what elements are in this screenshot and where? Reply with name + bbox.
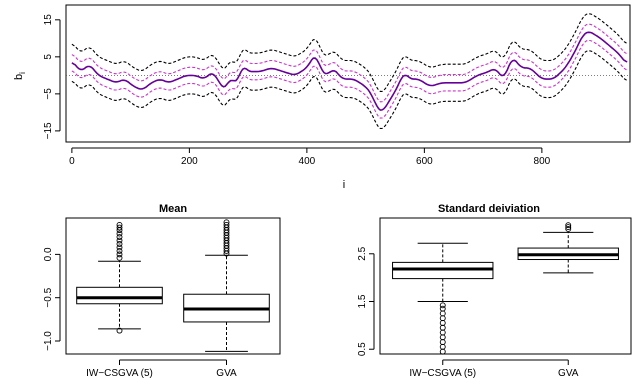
x-tick-label-4: 800	[534, 156, 551, 167]
line-chart-x-ticks: 0 200 400 600 800	[69, 147, 551, 167]
sd-x-tick-label-0: IW−CSGVA (5)	[409, 368, 476, 379]
mean-y-tick-label-1: −0.5	[43, 287, 54, 307]
line-chart-plot-frame	[65, 4, 631, 143]
line-chart-y-ticks: −15 −5 5 15	[43, 14, 61, 139]
x-tick-label-1: 200	[181, 156, 198, 167]
mean-outlier-0-0	[116, 254, 123, 261]
mean-box-1	[183, 219, 270, 352]
series-line-3	[71, 13, 628, 92]
mean-outlier-0-7	[116, 230, 123, 237]
x-tick-label-0: 0	[69, 156, 75, 167]
line-chart-y-axis-title: bi	[13, 72, 27, 80]
sd-y-tick-label-1: 1.5	[357, 294, 368, 308]
y-tick-label-2: 5	[43, 54, 54, 60]
sd-boxplot-content: 0.5 1.5 2.5 IW−CSGVA (5) GVA	[357, 222, 619, 379]
sd-y-tick-label-2: 2.5	[357, 246, 368, 260]
mean-outlier-0-11	[116, 327, 123, 334]
y-tick-label-1: −5	[43, 88, 54, 100]
y-tick-label-3: 15	[43, 14, 54, 26]
x-tick-label-3: 600	[416, 156, 433, 167]
mean-y-tick-label-0: 0.0	[43, 247, 54, 261]
line-chart-y-axis-title-subscript: i	[18, 72, 27, 74]
mean-box-0	[76, 221, 163, 334]
mean-outlier-0-5	[116, 237, 123, 244]
mean-outlier-1-12	[223, 219, 230, 226]
mean-outlier-0-6	[116, 234, 123, 241]
sd-boxplot-title: Standard deiviation	[438, 203, 540, 215]
series-line-4	[71, 50, 628, 130]
mean-outlier-0-10	[116, 221, 123, 228]
sd-y-tick-label-0: 0.5	[357, 342, 368, 356]
series-line-2	[71, 39, 628, 119]
sd-boxplot-plot-frame	[379, 217, 632, 355]
sd-outlier-1-1	[565, 224, 572, 231]
y-tick-label-0: −15	[43, 122, 54, 139]
mean-outlier-0-1	[116, 251, 123, 258]
line-chart-x-axis-title: i	[343, 179, 345, 191]
mean-boxplot-title: Mean	[159, 203, 187, 215]
series-line-1	[71, 23, 628, 103]
line-chart-series-group	[66, 13, 630, 130]
mean-y-tick-label-2: −1.0	[43, 331, 54, 351]
mean-x-tick-label-0: IW−CSGVA (5)	[86, 368, 153, 379]
sd-outlier-0-10	[439, 302, 446, 309]
line-chart-y-axis-title-main: b	[13, 74, 25, 80]
mean-outlier-0-4	[116, 241, 123, 247]
sd-box-0	[392, 242, 494, 355]
sd-box-1	[517, 222, 619, 274]
mean-outlier-1-11	[223, 221, 230, 228]
sd-x-tick-label-1: GVA	[558, 368, 579, 379]
mean-iqr-box-0	[76, 286, 163, 305]
sd-outlier-1-0	[565, 226, 572, 232]
sd-outlier-0-9	[439, 305, 446, 312]
series-line-0	[71, 31, 628, 111]
mean-outlier-0-2	[116, 247, 123, 254]
x-tick-label-2: 400	[299, 156, 316, 167]
mean-boxplot-panel: Mean 0.0 −0.5 −1.0 IW−CSGVA (5) GVA	[43, 203, 281, 379]
sd-boxplot-panel: Standard deiviation 0.5 1.5 2.5 IW−CSGVA (5…	[357, 203, 632, 379]
svg-text:bi: bi	[13, 72, 27, 80]
mean-outlier-0-3	[116, 244, 123, 251]
mean-boxplot-content: 0.0 −0.5 −1.0 IW−CSGVA (5) GVA	[43, 219, 270, 379]
mean-outlier-0-9	[116, 224, 123, 231]
sd-outlier-1-2	[565, 222, 572, 229]
mean-x-tick-label-1: GVA	[216, 368, 237, 379]
mean-boxplot-plot-frame	[65, 217, 281, 355]
